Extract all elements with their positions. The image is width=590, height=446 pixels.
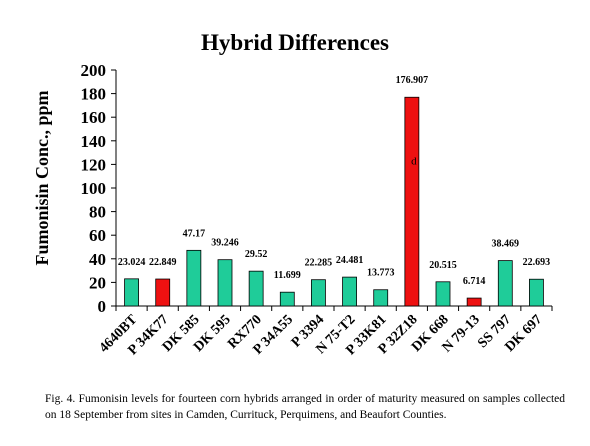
data-label: 11.699 [274, 270, 301, 281]
bar [497, 260, 513, 307]
bar [342, 276, 357, 307]
y-tick-label: 200 [81, 61, 107, 80]
data-label: 47.17 [183, 228, 206, 239]
figure-caption: Fig. 4. Fumonisin levels for fourteen co… [45, 393, 565, 421]
data-label: 24.481 [336, 255, 364, 266]
bar [311, 279, 326, 307]
data-label: 20.515 [429, 260, 457, 271]
data-label: 22.693 [523, 257, 551, 268]
bar-annotation: d [411, 155, 417, 167]
data-label: 22.849 [149, 257, 177, 268]
bar [248, 270, 264, 307]
y-tick-label: 120 [81, 155, 107, 174]
data-label: 22.285 [305, 258, 333, 269]
y-tick-label: 140 [81, 132, 107, 151]
bar [155, 278, 171, 307]
bar [279, 291, 295, 307]
y-tick-label: 100 [81, 179, 107, 198]
bar [217, 259, 233, 307]
data-label: 38.469 [492, 239, 520, 250]
data-label: 39.246 [211, 238, 239, 249]
y-tick-label: 0 [98, 297, 107, 316]
bar [529, 278, 544, 307]
bar [435, 281, 451, 307]
bar [404, 96, 420, 307]
axes: 0 20 40 60 80 100 120 140 160 180 200 [81, 61, 553, 316]
data-label: 23.024 [118, 257, 146, 268]
data-label: 29.52 [245, 249, 268, 260]
bar [466, 297, 482, 307]
y-tick-label: 180 [81, 85, 107, 104]
y-tick-label: 60 [89, 226, 106, 245]
bar [186, 249, 202, 307]
bars [124, 96, 544, 307]
y-tick-label: 40 [89, 250, 106, 269]
data-label: 13.773 [367, 268, 395, 279]
data-label: 6.714 [463, 276, 486, 287]
y-tick-label: 160 [81, 108, 107, 127]
chart-area: Hybrid Differences Fumonisin Conc., ppm … [32, 30, 553, 359]
y-tick-label: 20 [89, 273, 106, 292]
bar [373, 289, 389, 307]
data-label: 176.907 [396, 75, 429, 86]
y-tick-label: 80 [89, 203, 106, 222]
y-axis-label: Fumonisin Conc., ppm [32, 90, 52, 265]
chart-title: Hybrid Differences [201, 30, 389, 55]
data-labels: 23.024 22.849 47.17 39.246 29.52 11.699 22.285… [118, 75, 550, 287]
bar [124, 278, 139, 307]
